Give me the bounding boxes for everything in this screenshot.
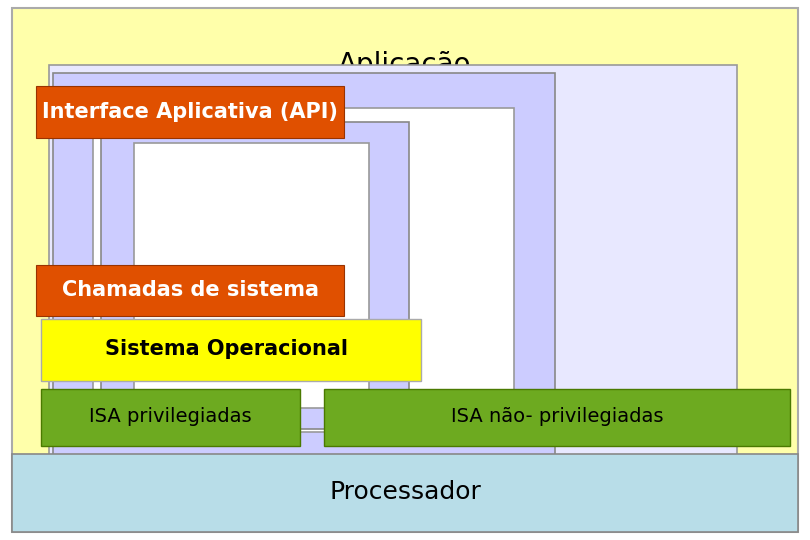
- FancyBboxPatch shape: [36, 86, 344, 138]
- Text: Processador: Processador: [329, 481, 481, 504]
- FancyBboxPatch shape: [101, 122, 409, 429]
- Text: Bibliotecas: Bibliotecas: [162, 193, 292, 217]
- FancyBboxPatch shape: [93, 108, 514, 432]
- FancyBboxPatch shape: [53, 73, 555, 456]
- FancyBboxPatch shape: [134, 143, 369, 408]
- Text: Sistema Operacional: Sistema Operacional: [105, 339, 348, 360]
- Text: ISA privilegiadas: ISA privilegiadas: [89, 407, 251, 427]
- FancyBboxPatch shape: [40, 389, 300, 446]
- FancyBboxPatch shape: [324, 389, 790, 446]
- FancyBboxPatch shape: [49, 65, 737, 459]
- FancyBboxPatch shape: [12, 454, 798, 532]
- Text: Chamadas de sistema: Chamadas de sistema: [62, 280, 319, 300]
- FancyBboxPatch shape: [40, 319, 421, 381]
- Text: Aplicação: Aplicação: [339, 51, 471, 79]
- FancyBboxPatch shape: [12, 8, 798, 532]
- Text: Interface Aplicativa (API): Interface Aplicativa (API): [42, 102, 339, 122]
- Text: ISA não- privilegiadas: ISA não- privilegiadas: [451, 407, 663, 427]
- FancyBboxPatch shape: [36, 265, 344, 316]
